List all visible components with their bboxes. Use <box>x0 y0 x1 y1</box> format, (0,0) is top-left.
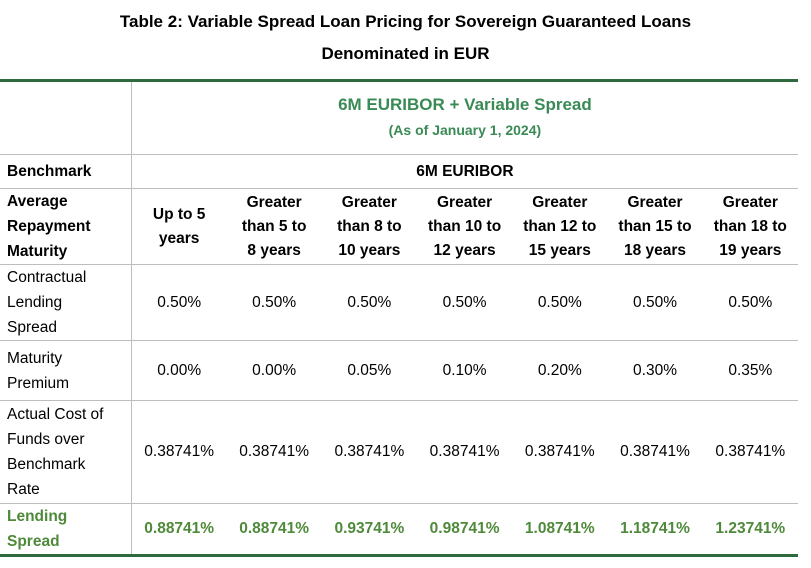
table-cell: 0.50% <box>607 264 703 341</box>
row-label-contractual-lending-spread: Contractual Lending Spread <box>0 264 132 341</box>
maturity-column-header: Up to 5 years <box>131 188 227 265</box>
row-label-lending-spread: Lending Spread <box>0 503 132 556</box>
header-date-label: (As of January 1, 2024) <box>388 122 542 138</box>
table-row: Contractual Lending Spread 0.50% 0.50% 0… <box>0 264 798 341</box>
table-cell: 0.38741% <box>131 400 227 504</box>
benchmark-value: 6M EURIBOR <box>131 154 798 189</box>
maturity-column-header: Greater than 15 to 18 years <box>607 188 703 265</box>
maturity-row: Average Repayment Maturity Up to 5 years… <box>0 188 798 265</box>
table-cell: 0.30% <box>607 340 703 401</box>
table-title: Table 2: Variable Spread Loan Pricing fo… <box>0 6 811 70</box>
table-cell: 0.50% <box>321 264 417 341</box>
table-cell: 0.50% <box>702 264 798 341</box>
lending-spread-cell: 0.98741% <box>429 520 500 537</box>
lending-spread-cell: 0.88741% <box>144 520 215 537</box>
title-line-1: Table 2: Variable Spread Loan Pricing fo… <box>119 12 692 31</box>
table-cell: 0.00% <box>131 340 227 401</box>
table-cell: 0.38741% <box>702 400 798 504</box>
table-cell: 0.00% <box>226 340 322 401</box>
lending-spread-cell: 1.23741% <box>715 520 786 537</box>
maturity-column-header: Greater than 18 to 19 years <box>702 188 798 265</box>
lending-spread-cell: 1.08741% <box>524 520 595 537</box>
table-cell: 0.05% <box>321 340 417 401</box>
maturity-label: Average Repayment Maturity <box>0 188 132 265</box>
lending-spread-cell: 0.93741% <box>334 520 405 537</box>
table-cell: 0.38741% <box>607 400 703 504</box>
row-label-actual-cost-of-funds: Actual Cost of Funds over Benchmark Rate <box>0 400 132 504</box>
table-cell: 0.50% <box>416 264 513 341</box>
table-cell: 0.50% <box>512 264 608 341</box>
table-cell: 0.38741% <box>321 400 417 504</box>
maturity-column-header: Greater than 10 to 12 years <box>416 188 513 265</box>
header-main-label: 6M EURIBOR + Variable Spread <box>338 95 592 114</box>
table-cell: 0.38741% <box>416 400 513 504</box>
table-cell: 0.38741% <box>226 400 322 504</box>
lending-spread-cell: 0.88741% <box>239 520 310 537</box>
maturity-column-header: Greater than 5 to 8 years <box>226 188 322 265</box>
table-cell: 0.20% <box>512 340 608 401</box>
maturity-column-header: Greater than 12 to 15 years <box>512 188 608 265</box>
table-cell: 0.50% <box>131 264 227 341</box>
pricing-table: 6M EURIBOR + Variable Spread (As of Janu… <box>0 79 798 557</box>
table-header-row: 6M EURIBOR + Variable Spread (As of Janu… <box>0 80 798 155</box>
table-row: Actual Cost of Funds over Benchmark Rate… <box>0 400 798 504</box>
table-row: Maturity Premium 0.00% 0.00% 0.05% 0.10%… <box>0 340 798 401</box>
header-empty-cell <box>0 80 132 155</box>
table-cell: 0.10% <box>416 340 513 401</box>
table-cell: 0.38741% <box>512 400 608 504</box>
maturity-column-header: Greater than 8 to 10 years <box>321 188 417 265</box>
table-cell: 0.50% <box>226 264 322 341</box>
lending-spread-row: Lending Spread 0.88741% 0.88741% 0.93741… <box>0 503 798 556</box>
lending-spread-cell: 1.18741% <box>620 520 690 537</box>
benchmark-row: Benchmark 6M EURIBOR <box>0 154 798 189</box>
table-cell: 0.35% <box>702 340 798 401</box>
row-label-maturity-premium: Maturity Premium <box>0 340 132 401</box>
title-line-2: Denominated in EUR <box>321 44 490 63</box>
benchmark-label: Benchmark <box>0 154 132 189</box>
header-cell: 6M EURIBOR + Variable Spread (As of Janu… <box>131 80 798 155</box>
